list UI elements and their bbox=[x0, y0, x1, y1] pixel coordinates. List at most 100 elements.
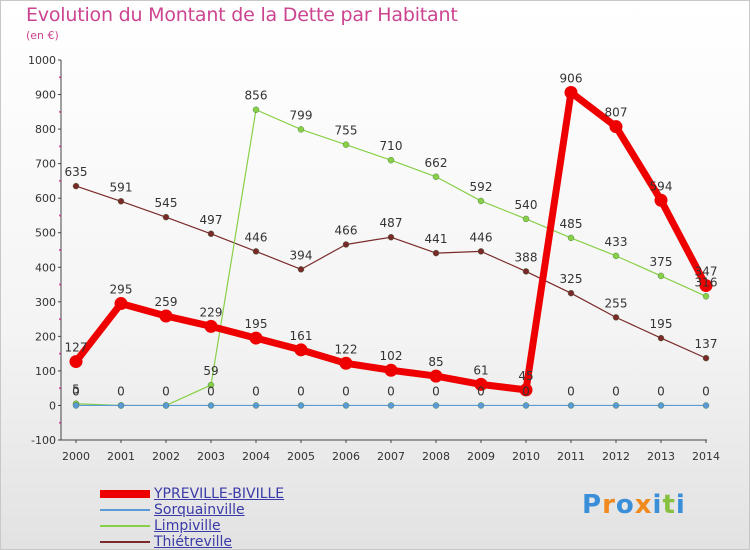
data-point bbox=[252, 106, 260, 113]
data-point bbox=[567, 234, 575, 242]
legend-item-limpiville[interactable]: Limpiville bbox=[100, 518, 284, 534]
data-point bbox=[522, 268, 530, 275]
data-label: 545 bbox=[155, 196, 178, 210]
proxiti-logo: Proxiti bbox=[582, 490, 686, 520]
data-point bbox=[387, 234, 395, 241]
data-label: 591 bbox=[110, 180, 133, 194]
data-label: 0 bbox=[612, 384, 620, 398]
y-tick-label: 700 bbox=[35, 158, 56, 171]
data-point bbox=[699, 279, 713, 293]
data-label: 347 bbox=[695, 265, 718, 279]
data-point bbox=[432, 173, 440, 180]
data-label: 856 bbox=[245, 89, 268, 103]
x-tick-label: 2011 bbox=[557, 450, 585, 463]
legend-item-sorquainville[interactable]: Sorquainville bbox=[100, 502, 284, 518]
logo-letter: o bbox=[615, 490, 635, 520]
data-point bbox=[702, 354, 710, 362]
data-label: 316 bbox=[695, 275, 718, 289]
data-label: 45 bbox=[518, 369, 533, 383]
data-label: 137 bbox=[695, 337, 718, 351]
data-point bbox=[69, 355, 83, 369]
data-point bbox=[387, 402, 395, 409]
legend-swatch bbox=[100, 490, 150, 498]
data-point bbox=[564, 85, 578, 99]
data-point bbox=[252, 402, 260, 409]
logo-letter: t bbox=[662, 490, 676, 520]
data-point bbox=[522, 402, 530, 409]
y-tick-label: 600 bbox=[35, 192, 56, 205]
data-label: 5 bbox=[72, 383, 80, 397]
y-minor-tick bbox=[59, 283, 61, 286]
data-label: 127 bbox=[65, 341, 88, 355]
data-label: 161 bbox=[290, 329, 313, 343]
data-point bbox=[432, 249, 440, 257]
data-label: 906 bbox=[560, 71, 583, 85]
data-point bbox=[342, 402, 350, 409]
data-label: 59 bbox=[203, 364, 218, 378]
data-point bbox=[654, 193, 668, 207]
y-minor-tick bbox=[59, 76, 61, 79]
data-point bbox=[702, 293, 710, 300]
data-label: 0 bbox=[432, 384, 440, 398]
data-point bbox=[294, 343, 308, 357]
legend: YPREVILLE-BIVILLE Sorquainville Limpivil… bbox=[100, 486, 284, 550]
y-minor-tick bbox=[59, 421, 61, 424]
legend-swatch bbox=[100, 509, 150, 511]
data-label: 0 bbox=[657, 384, 665, 398]
data-point bbox=[612, 252, 620, 260]
data-point bbox=[162, 213, 170, 221]
y-minor-tick bbox=[59, 387, 61, 390]
y-tick-label: 300 bbox=[35, 296, 56, 309]
y-minor-tick bbox=[59, 249, 61, 251]
y-minor-tick bbox=[59, 214, 61, 217]
data-point bbox=[207, 381, 215, 389]
data-label: 0 bbox=[252, 384, 260, 398]
data-point bbox=[477, 402, 485, 409]
legend-item-ypreville[interactable]: YPREVILLE-BIVILLE bbox=[100, 486, 284, 502]
data-label: 0 bbox=[162, 384, 170, 398]
data-label: 61 bbox=[473, 363, 488, 377]
logo-letter: P bbox=[582, 490, 603, 520]
data-label: 446 bbox=[470, 230, 493, 244]
data-point bbox=[657, 272, 665, 280]
x-tick-label: 2005 bbox=[287, 450, 315, 463]
data-label: 497 bbox=[200, 213, 223, 227]
data-label: 487 bbox=[380, 216, 403, 230]
x-tick-label: 2001 bbox=[107, 450, 135, 463]
data-point bbox=[342, 241, 350, 248]
data-label: 122 bbox=[335, 342, 358, 356]
data-label: 799 bbox=[290, 108, 313, 122]
data-point bbox=[72, 182, 80, 190]
legend-label: YPREVILLE-BIVILLE bbox=[154, 486, 285, 502]
data-label: 662 bbox=[425, 156, 448, 170]
data-label: 0 bbox=[702, 384, 710, 398]
y-tick-label: 100 bbox=[35, 365, 56, 378]
data-label: 0 bbox=[342, 384, 350, 398]
data-label: 755 bbox=[335, 124, 358, 138]
logo-letter: i bbox=[675, 490, 686, 520]
y-tick-label: -100 bbox=[31, 434, 56, 447]
y-tick-label: 0 bbox=[49, 399, 56, 412]
legend-item-thietreville[interactable]: Thiétreville bbox=[100, 534, 284, 550]
data-label: 0 bbox=[297, 384, 305, 398]
data-point bbox=[297, 402, 305, 409]
y-tick-label: 500 bbox=[35, 227, 56, 240]
y-minor-tick bbox=[59, 179, 61, 182]
data-label: 441 bbox=[425, 232, 448, 246]
chart-title: Evolution du Montant de la Dette par Hab… bbox=[26, 4, 458, 26]
y-tick-label: 200 bbox=[35, 330, 56, 343]
data-label: 375 bbox=[650, 255, 673, 269]
data-point bbox=[297, 266, 305, 273]
data-point bbox=[429, 369, 443, 383]
data-label: 0 bbox=[207, 384, 215, 398]
unit-label: (en €) bbox=[26, 29, 59, 42]
x-tick-label: 2004 bbox=[242, 450, 270, 463]
y-tick-label: 900 bbox=[35, 89, 56, 102]
data-label: 102 bbox=[380, 349, 403, 363]
y-tick-label: 400 bbox=[35, 261, 56, 274]
data-point bbox=[114, 297, 128, 311]
data-label: 466 bbox=[335, 223, 358, 237]
logo-letter: r bbox=[602, 490, 616, 520]
data-point bbox=[339, 356, 353, 370]
